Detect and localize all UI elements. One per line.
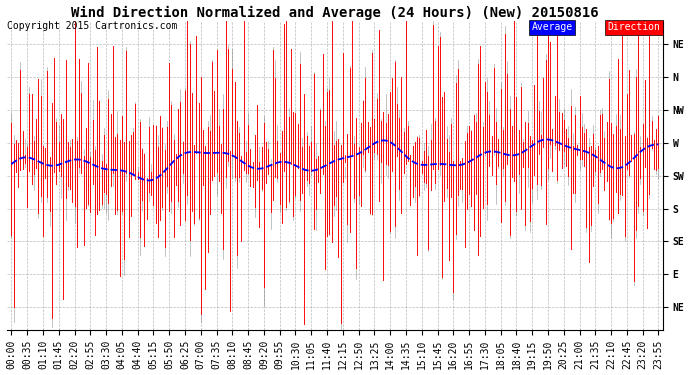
- Text: Direction: Direction: [607, 22, 660, 32]
- Text: Copyright 2015 Cartronics.com: Copyright 2015 Cartronics.com: [7, 21, 177, 31]
- Text: Average: Average: [531, 22, 573, 32]
- Title: Wind Direction Normalized and Average (24 Hours) (New) 20150816: Wind Direction Normalized and Average (2…: [71, 6, 599, 20]
